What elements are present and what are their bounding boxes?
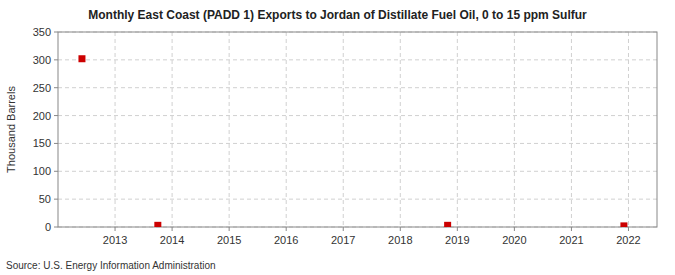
plot-area: [58, 32, 657, 227]
grid-line-x: [229, 32, 230, 227]
x-tick: [343, 227, 344, 231]
y-tick: [54, 171, 58, 172]
grid-line-x: [571, 32, 572, 227]
y-tick-label: 100: [33, 165, 51, 177]
x-tick: [457, 227, 458, 231]
x-tick-label: 2020: [502, 234, 526, 246]
x-tick-label: 2014: [160, 234, 184, 246]
axes: 0 50 100 150 200 250 300 350 2013 2014 2015 2016 201…: [33, 26, 641, 246]
x-tick-label: 2019: [445, 234, 469, 246]
x-tick: [229, 227, 230, 231]
y-tick-label: 50: [39, 193, 51, 205]
y-tick-label: 250: [33, 82, 51, 94]
grid-line-y: [58, 59, 657, 60]
grid-line-x: [514, 32, 515, 227]
grid-line-x: [628, 32, 629, 227]
data-point: [78, 55, 85, 62]
grid-line-x: [172, 32, 173, 227]
grid-line-y: [58, 87, 657, 88]
x-tick-label: 2013: [103, 234, 127, 246]
grid: [58, 32, 657, 227]
x-tick-label: 2015: [217, 234, 241, 246]
grid-line-x: [115, 32, 116, 227]
data-points: [78, 55, 627, 227]
y-tick-label: 0: [45, 221, 51, 233]
y-tick-label: 200: [33, 110, 51, 122]
x-tick: [286, 227, 287, 231]
y-tick: [54, 87, 58, 88]
grid-line-y: [58, 115, 657, 116]
y-tick: [54, 32, 58, 33]
grid-line-x: [343, 32, 344, 227]
source-note: Source: U.S. Energy Information Administ…: [6, 260, 216, 271]
x-tick: [172, 227, 173, 231]
grid-line-x: [400, 32, 401, 227]
plot-frame: [58, 32, 657, 227]
y-tick: [54, 59, 58, 60]
x-tick-label: 2018: [388, 234, 412, 246]
grid-line-y: [58, 171, 657, 172]
y-tick: [54, 227, 58, 228]
x-tick: [400, 227, 401, 231]
x-tick: [115, 227, 116, 231]
x-tick: [628, 227, 629, 231]
grid-line-y: [58, 199, 657, 200]
x-tick-label: 2022: [616, 234, 640, 246]
x-tick-label: 2016: [274, 234, 298, 246]
grid-line-x: [457, 32, 458, 227]
y-tick: [54, 199, 58, 200]
y-tick-label: 150: [33, 137, 51, 149]
y-tick: [54, 143, 58, 144]
y-axis-label: Thousand Barrels: [5, 86, 17, 173]
y-tick-label: 350: [33, 26, 51, 38]
data-point: [444, 222, 451, 227]
chart-svg: 0 50 100 150 200 250 300 350 2013 2014 2015 2016 201…: [0, 0, 675, 275]
x-tick-label: 2021: [559, 234, 583, 246]
data-point: [620, 222, 627, 227]
x-tick-label: 2017: [331, 234, 355, 246]
background: [0, 0, 675, 275]
grid-line-x: [286, 32, 287, 227]
grid-line-y: [58, 143, 657, 144]
chart-container: 0 50 100 150 200 250 300 350 2013 2014 2015 2016 201…: [0, 0, 675, 275]
y-tick-label: 300: [33, 54, 51, 66]
x-tick: [514, 227, 515, 231]
x-tick: [571, 227, 572, 231]
y-tick: [54, 115, 58, 116]
chart-title: Monthly East Coast (PADD 1) Exports to J…: [88, 8, 587, 22]
data-point: [154, 222, 161, 227]
